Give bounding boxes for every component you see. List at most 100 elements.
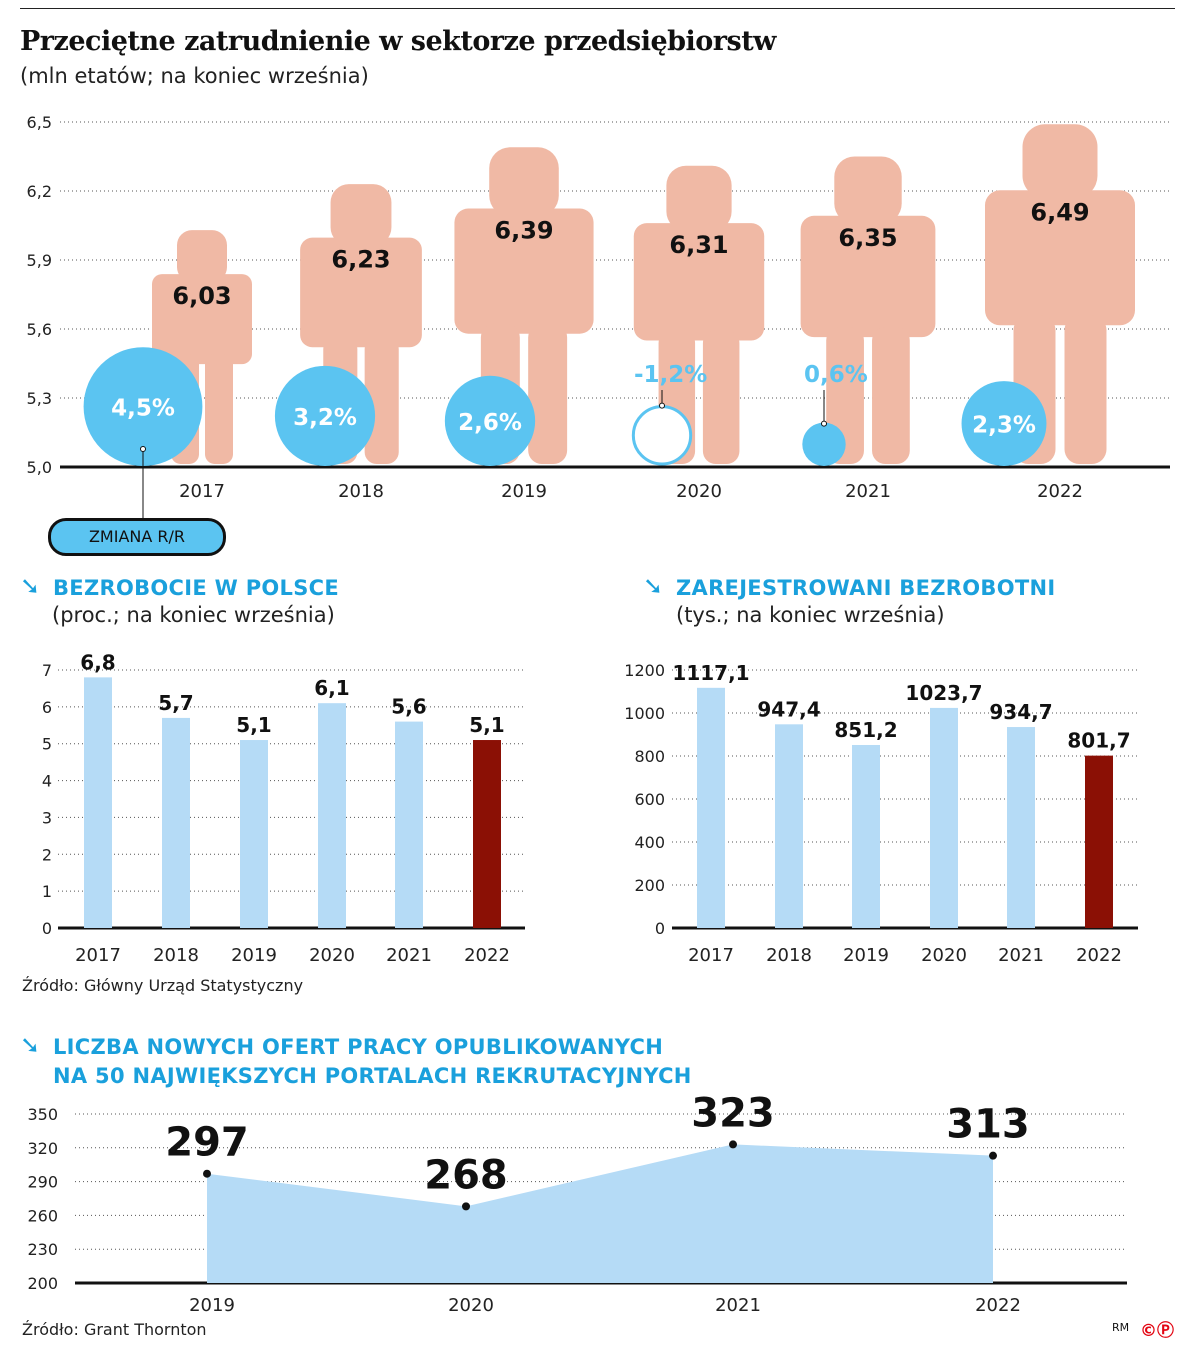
y-tick-label: 5,6 [27,320,52,339]
person-leg [872,327,910,464]
y-tick-label: 5,3 [27,389,52,408]
x-tick-label: 2021 [998,945,1044,966]
y-tick-label: 800 [634,747,665,766]
legend-change-yoy: ZMIANA R/R [48,518,226,556]
value-label: 1117,1 [672,661,749,685]
value-label: 801,7 [1067,729,1130,753]
person-figure-2021 [800,156,936,464]
change-label: -1,2% [634,362,707,388]
bar-2019 [240,740,268,928]
value-label: 6,23 [331,246,390,274]
y-tick-label: 1200 [624,661,665,680]
x-tick-label: 2020 [921,945,967,966]
bar-2018 [162,717,190,928]
y-tick-label: 7 [42,661,52,680]
person-body [985,190,1135,326]
y-tick-label: 200 [634,876,665,895]
x-tick-label: 2018 [153,945,199,966]
job-offers-title-line2: NA 50 NAJWIĘKSZYCH PORTALACH REKRUTACYJN… [53,1064,692,1088]
leader-dot [821,420,827,427]
y-tick-label: 1000 [624,704,665,723]
person-leg [702,330,740,464]
author-initials: RM [1112,1321,1130,1334]
person-leg [205,354,233,464]
person-leg [1064,315,1107,464]
leader-dot [659,402,665,409]
source-grant-thornton: Źródło: Grant Thornton [22,1320,207,1339]
person-body [300,237,422,348]
y-tick-label: 4 [42,772,52,791]
value-label: 6,03 [172,282,231,310]
value-label: 5,1 [236,713,271,737]
arrow-icon: ➘ [20,572,41,600]
bar-2019 [852,744,880,928]
bar-2022 [1085,755,1113,928]
x-tick-label: 2019 [189,1295,235,1316]
change-label: 3,2% [293,405,357,431]
x-tick-label: 2017 [688,945,734,966]
y-tick-label: 290 [27,1173,58,1192]
x-tick-label: 2018 [338,481,384,502]
unemployment-rate-title: BEZROBOCIE W POLSCE [53,576,340,600]
copyright-icon: ©Ⓟ [1140,1321,1174,1341]
x-tick-label: 2022 [1076,945,1122,966]
change-bubble [631,405,693,466]
y-tick-label: 5 [42,735,52,754]
y-tick-label: 260 [27,1206,58,1225]
data-point [729,1140,737,1149]
x-tick-label: 2019 [501,481,547,502]
data-point [203,1169,211,1178]
x-tick-label: 2021 [715,1295,761,1316]
y-tick-label: 0 [42,919,52,938]
y-tick-label: 400 [634,833,665,852]
area-series [207,1144,993,1283]
x-tick-label: 2021 [386,945,432,966]
y-tick-label: 0 [655,919,665,938]
value-label: 6,8 [80,650,115,674]
change-bubble [444,375,536,466]
bar-2022 [473,740,501,928]
source-gus: Źródło: Główny Urząd Statystyczny [22,976,304,995]
person-body [454,208,594,334]
y-tick-label: 320 [27,1139,58,1158]
change-bubble [961,381,1047,466]
top-rule [20,8,1175,9]
bar-2017 [84,677,112,928]
person-head [177,230,227,283]
value-label: 6,31 [669,231,728,259]
registered-unemployed-title: ZAREJESTROWANI BEZROBOTNI [676,576,1056,600]
person-head [489,147,559,217]
change-label: 2,6% [458,410,522,436]
value-label: 5,7 [158,691,193,715]
page-title: Przeciętne zatrudnienie w sektorze przed… [20,26,776,57]
bar-2021 [395,721,423,928]
x-tick-label: 2022 [975,1295,1021,1316]
x-tick-label: 2020 [309,945,355,966]
data-point [462,1202,470,1211]
y-tick-label: 6,2 [27,182,52,201]
person-head [666,165,732,232]
person-head [1022,124,1098,199]
arrow-icon: ➘ [20,1031,41,1059]
bar-2020 [930,707,958,928]
value-label: 6,49 [1030,198,1089,226]
x-tick-label: 2022 [1037,481,1083,502]
registered-unemployed-chart: 0 200 400 600 800 1000 1200 1117,1 2017 947,4 2018… [624,661,1138,966]
x-tick-label: 2019 [231,945,277,966]
y-tick-label: 200 [27,1274,58,1293]
y-tick-label: 1 [42,882,52,901]
change-bubble [274,365,376,466]
change-bubble [802,422,846,466]
bar-2020 [318,703,346,928]
value-label: 1023,7 [905,681,982,705]
job-offers-area-chart: 200 230 260 290 320 350 297 2019 268 2020 323 2021 3… [27,1095,1127,1316]
person-body [633,223,765,341]
value-label: 947,4 [757,697,820,721]
person-body [152,274,252,365]
value-label: 5,1 [469,713,504,737]
value-label: 297 [165,1120,249,1166]
x-tick-label: 2020 [448,1295,494,1316]
y-tick-label: 600 [634,790,665,809]
y-tick-label: 3 [42,808,52,827]
